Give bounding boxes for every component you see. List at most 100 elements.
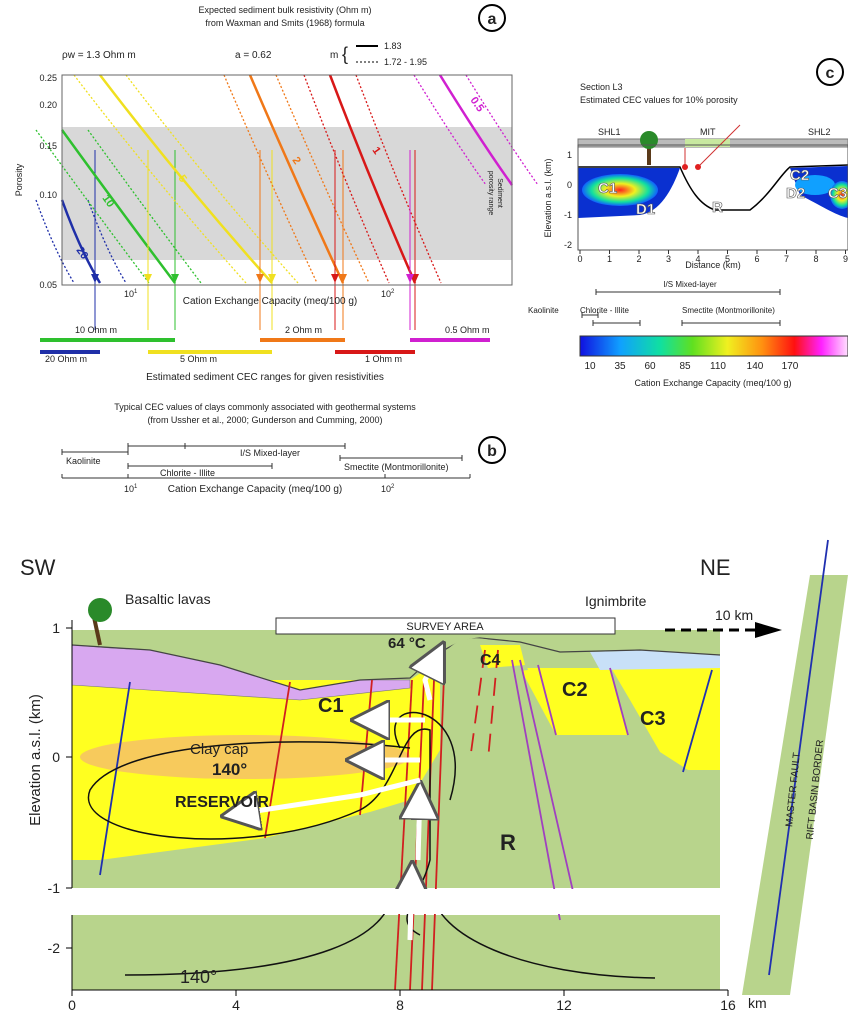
y-tick: -2: [48, 940, 61, 956]
drop-marker: [331, 274, 339, 283]
y-ticks: [66, 628, 72, 948]
x-tick: 101: [124, 289, 138, 299]
range-label: 20 Ohm m: [45, 354, 87, 364]
label: SURVEY AREA: [406, 621, 484, 633]
colorbar-tick: 60: [644, 361, 656, 372]
range-label: 0.5 Ohm m: [445, 325, 490, 335]
y-ticks: [66, 628, 72, 948]
x-tick: 9: [843, 254, 848, 264]
figure: a Expected sediment bulk resistivity (Oh…: [0, 0, 848, 1016]
label: 10 km: [715, 607, 753, 623]
tree: [640, 131, 658, 149]
band-label: porosity range: [487, 171, 494, 215]
range-label: 5 Ohm m: [180, 354, 217, 364]
x-label: Cation Exchange Capacity (meq/100 g): [183, 296, 358, 307]
param: m: [330, 50, 338, 61]
x-tick: 16: [720, 997, 736, 1013]
colorbar-tick: 10: [584, 361, 596, 372]
clay-ranges: [128, 443, 345, 449]
x-tick: 6: [754, 254, 759, 264]
x-tick: 1: [607, 254, 612, 264]
panel-label: b: [487, 443, 497, 460]
section-label: MIT: [700, 127, 716, 137]
direction: SW: [20, 555, 56, 580]
title: from Waxman and Smits (1968) formula: [205, 18, 364, 28]
label: Basaltic lavas: [125, 591, 211, 607]
legend-text: 1.83: [384, 41, 402, 51]
panel-c: c Section L3 Estimated CEC values for 10…: [528, 59, 848, 388]
x-tick: 101: [124, 484, 138, 494]
x-tick: 4: [232, 997, 240, 1013]
x-tick: 1: [134, 289, 138, 295]
y-tick: 1: [567, 150, 572, 160]
title: (from Ussher et al., 2000; Gunderson and…: [147, 415, 382, 425]
x-tick: 0: [577, 254, 582, 264]
section-bar: [685, 139, 730, 147]
drop-marker: [256, 274, 264, 283]
y-tick: -2: [564, 240, 572, 250]
y-label: Porosity: [14, 163, 24, 196]
clay-label: Smectite (Montmorillonite): [682, 306, 775, 315]
y-tick: 0.05: [39, 280, 57, 290]
panel-label: a: [488, 11, 497, 28]
unit-label: C4: [480, 652, 501, 669]
title: Typical CEC values of clays commonly ass…: [114, 402, 416, 412]
x-tick: 10: [381, 289, 391, 299]
axis-break: [72, 889, 752, 914]
x-tick: 8: [813, 254, 818, 264]
range-label: 1 Ohm m: [365, 354, 402, 364]
clay-label: Kaolinite: [528, 306, 559, 315]
y-tick: 1: [52, 620, 60, 636]
page: a Expected sediment bulk resistivity (Oh…: [0, 0, 848, 1016]
label: RESERVOIR: [175, 794, 269, 811]
unit-label: R: [500, 830, 516, 855]
clay-ranges: [62, 449, 128, 455]
clay-label: I/S Mixed-layer: [663, 280, 717, 289]
section-label: SHL1: [598, 127, 621, 137]
tree: [88, 598, 112, 622]
y-tick: 0: [567, 180, 572, 190]
title: Expected sediment bulk resistivity (Ohm …: [198, 5, 371, 15]
unit-label: C3: [640, 708, 666, 730]
resistivity-ranges: 20 Ohm m10 Ohm m5 Ohm m2 Ohm m1 Ohm m0.5…: [40, 325, 490, 364]
flow-arrows: [418, 790, 420, 860]
x-label: Distance (km): [685, 260, 741, 270]
panel-label: c: [826, 65, 835, 82]
colorbar-ticks: 10356085110140170: [584, 361, 798, 372]
unit-label: C1: [598, 180, 617, 197]
y-label: Elevation a.s.l. (km): [543, 158, 553, 237]
clay-ranges: [596, 289, 780, 295]
x-tick: 0: [68, 997, 76, 1013]
direction: NE: [700, 555, 731, 580]
param: a = 0.62: [235, 50, 272, 61]
title: Section L3: [580, 82, 623, 92]
x-tick: 1: [134, 484, 138, 490]
porosity-band: [62, 127, 512, 260]
clay-ranges: [62, 474, 470, 478]
band-label: Sediment: [496, 178, 503, 208]
unit-label: C3: [828, 185, 847, 202]
clay-label: I/S Mixed-layer: [240, 448, 300, 458]
x-tick: 10: [124, 289, 134, 299]
colorbar-tick: 140: [747, 361, 764, 372]
param: ρw = 1.3 Ohm m: [62, 50, 136, 61]
x-tick: 12: [556, 997, 572, 1013]
brace: {: [342, 44, 348, 64]
clay-label: Smectite (Montmorillonite): [344, 462, 449, 472]
label: 64 °C: [388, 635, 426, 652]
y-tick: 0.10: [39, 190, 57, 200]
unit-label: D2: [786, 185, 805, 202]
label: 140°: [180, 967, 217, 987]
title: Estimated CEC values for 10% porosity: [580, 95, 738, 105]
contour-label: 0.5: [468, 95, 487, 114]
panel-b: b Typical CEC values of clays commonly a…: [62, 402, 505, 495]
label: 140°: [212, 760, 247, 779]
colorbar-tick: 110: [710, 361, 726, 372]
y-tick: -1: [564, 210, 572, 220]
x-tick: 2: [391, 289, 395, 295]
y-tick: 0: [52, 749, 60, 765]
panel-a: a Expected sediment bulk resistivity (Oh…: [14, 5, 538, 383]
y-tick: 0.15: [39, 141, 57, 151]
range-label: 2 Ohm m: [285, 325, 322, 335]
